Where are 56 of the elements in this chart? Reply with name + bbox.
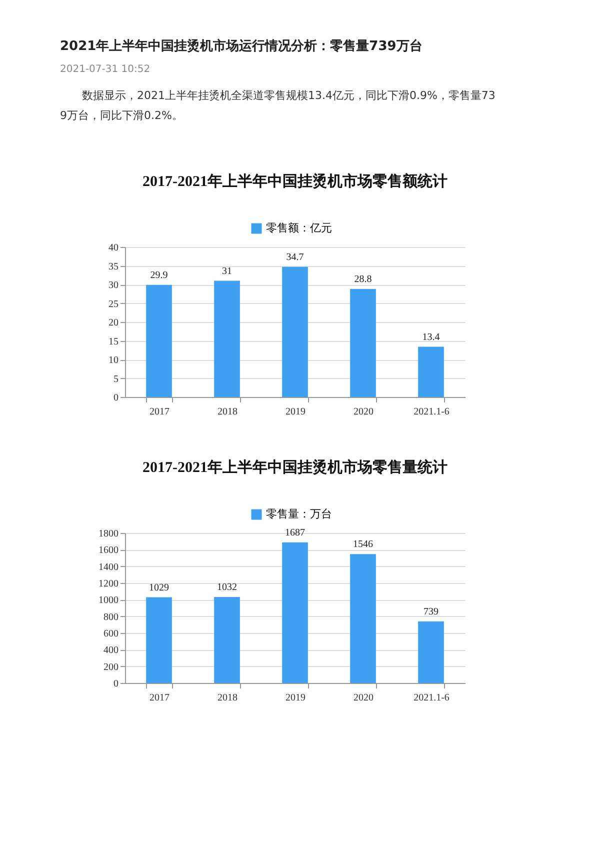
- y-tick-label: 400: [104, 645, 118, 656]
- data-label: 1687: [285, 527, 305, 538]
- y-tick-label: 35: [108, 261, 118, 272]
- bar: [350, 554, 376, 683]
- data-label: 34.7: [286, 252, 304, 263]
- bar: [350, 289, 376, 397]
- y-tick-label: 800: [104, 612, 118, 623]
- y-tick-label: 200: [104, 662, 118, 673]
- data-label: 1029: [149, 582, 169, 594]
- bar: [418, 621, 444, 683]
- y-tick-label: 1400: [98, 562, 118, 573]
- bar: [146, 284, 172, 397]
- data-label: 13.4: [422, 332, 440, 343]
- x-tick-label: 2019: [286, 406, 306, 418]
- x-tick-label: 2021.1-6: [414, 692, 450, 704]
- data-label: 31: [222, 266, 232, 277]
- y-tick-label: 15: [108, 336, 118, 348]
- x-tick-label: 2020: [354, 406, 374, 418]
- chart-title: 2017-2021年上半年中国挂烫机市场零售量统计: [142, 458, 448, 476]
- legend-label: 零售量：万台: [266, 508, 332, 520]
- y-tick-label: 30: [108, 280, 118, 291]
- data-label: 28.8: [354, 274, 372, 285]
- y-tick-label: 0: [114, 392, 118, 404]
- y-tick-label: 1800: [98, 528, 118, 540]
- text: 2021-07-31 10:52: [60, 64, 150, 75]
- data-label: 1032: [217, 582, 237, 593]
- x-tick-label: 2017: [150, 406, 170, 418]
- y-tick-label: 0: [114, 678, 118, 690]
- bar: [282, 542, 308, 683]
- x-tick-label: 2018: [218, 692, 238, 704]
- bar: [214, 280, 240, 397]
- y-tick-label: 5: [114, 374, 118, 385]
- bar: [282, 266, 308, 397]
- y-tick-label: 600: [104, 628, 118, 640]
- x-tick-label: 2018: [218, 406, 238, 418]
- x-tick-label: 2019: [286, 692, 306, 704]
- y-tick-label: 1000: [98, 595, 118, 606]
- legend-label: 零售额：亿元: [266, 222, 332, 234]
- data-label: 1546: [353, 539, 373, 550]
- y-tick-label: 40: [108, 242, 118, 254]
- x-tick-label: 2020: [354, 692, 374, 704]
- x-tick-label: 2021.1-6: [414, 406, 450, 418]
- bar: [214, 597, 240, 683]
- chart-title: 2017-2021年上半年中国挂烫机市场零售额统计: [142, 172, 448, 190]
- x-tick-label: 2017: [150, 692, 170, 704]
- text: 数据显示，2021上半年挂烫机全渠道零售规模13.4亿元，同比下滑0.9%，零售量739万台，同比下滑0.2%。: [60, 89, 496, 122]
- text: 2021年上半年中国挂烫机市场运行情况分析：零售量739万台: [60, 38, 422, 54]
- bar: [146, 597, 172, 683]
- y-tick-label: 1200: [98, 578, 118, 590]
- y-tick-label: 1600: [98, 545, 118, 556]
- data-label: 739: [424, 606, 438, 618]
- bar: [418, 346, 444, 397]
- y-tick-label: 10: [108, 355, 118, 366]
- y-tick-label: 20: [108, 318, 118, 328]
- data-label: 29.9: [150, 270, 168, 281]
- y-tick-label: 25: [108, 298, 118, 310]
